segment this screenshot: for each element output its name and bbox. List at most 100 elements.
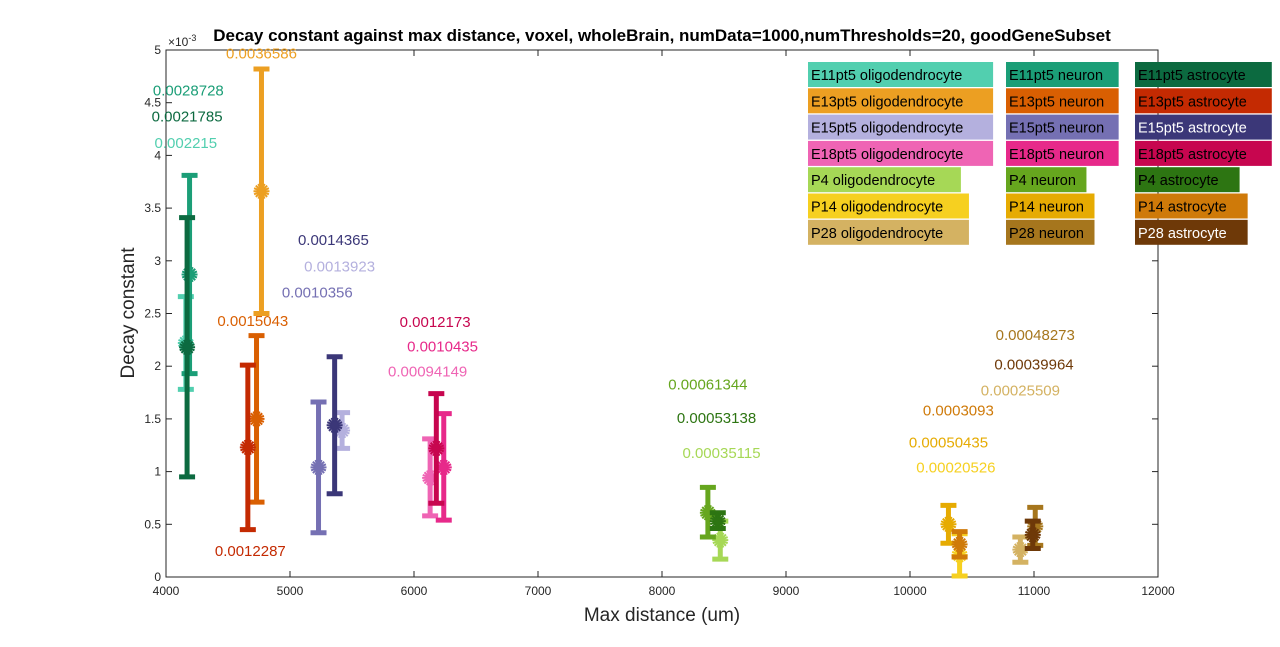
data-label: 0.00048273: [996, 327, 1075, 344]
marker-core: [252, 414, 261, 423]
marker-core: [1028, 530, 1037, 539]
legend-swatch: [1135, 193, 1248, 219]
legend-entry: E18pt5 astrocyte: [1138, 147, 1247, 163]
series-e15pt5-neuron: [310, 399, 327, 536]
legend-swatch: [1135, 140, 1272, 166]
legend-entry: P4 neuron: [1009, 173, 1076, 189]
marker-core: [439, 463, 448, 472]
series-e13pt5-neuron: [248, 333, 265, 505]
legend-entry: E11pt5 neuron: [1009, 68, 1103, 84]
y-tick-label: 0.5: [144, 517, 161, 531]
legend-entry: P4 astrocyte: [1138, 173, 1219, 189]
x-tick-label: 10000: [893, 584, 927, 598]
legend-entry: E18pt5 neuron: [1009, 147, 1104, 163]
legend-swatch: [808, 88, 994, 114]
series-e13pt5-astrocyte: [239, 362, 256, 533]
series-p14-neuron: [940, 502, 957, 546]
data-point: [1024, 526, 1041, 543]
legend-swatch: [1006, 62, 1119, 87]
data-label: 0.0003093: [923, 403, 994, 420]
legend-entry: E11pt5 astrocyte: [1138, 68, 1246, 84]
legend-entry: E13pt5 astrocyte: [1138, 94, 1247, 110]
legend-swatch: [1006, 140, 1119, 166]
marker-core: [432, 444, 441, 453]
series-e11pt5-astrocyte: [179, 215, 196, 480]
plot-area: 4000 5000 6000 7000 8000 9000 10000 11000 12000 0…: [144, 33, 1272, 598]
data-label: 0.0012287: [215, 543, 286, 560]
legend-entry: P14 oligodendrocyte: [811, 200, 943, 216]
legend-entry: P14 astrocyte: [1138, 200, 1227, 216]
y-tick-label: 5: [154, 43, 161, 57]
marker-core: [330, 421, 339, 430]
legend-entry: E11pt5 oligodendrocyte: [811, 68, 962, 84]
series-p4-astrocyte: [709, 510, 726, 532]
series-e13pt5-oligodendrocyte: [253, 66, 270, 316]
data-label: 0.0013923: [304, 258, 375, 275]
data-point: [428, 440, 445, 457]
legend-swatch: [1006, 193, 1095, 219]
data-label: 0.0012173: [400, 314, 471, 331]
series-e18pt5-astrocyte: [428, 391, 445, 506]
y-tick-label: 0: [154, 570, 161, 584]
legend-swatch: [1135, 167, 1240, 193]
x-tick-label: 11000: [1018, 584, 1051, 598]
data-point: [712, 532, 729, 549]
legend-swatch: [808, 193, 969, 219]
data-point: [179, 339, 196, 356]
data-label: 0.00039964: [994, 356, 1073, 373]
marker-core: [1016, 545, 1025, 554]
y-tick-label: 3: [154, 254, 161, 268]
y-tick-label: 2.5: [144, 307, 161, 321]
y-tick-label: 1: [154, 465, 161, 479]
series-p14-astrocyte: [951, 529, 968, 560]
data-label: 0.0021785: [152, 109, 223, 126]
data-point: [253, 183, 270, 200]
legend-swatch: [808, 62, 994, 87]
legend-swatch: [1006, 88, 1119, 114]
data-label: 0.0010435: [407, 338, 478, 355]
data-point: [239, 439, 256, 456]
data-label: 0.00061344: [668, 376, 747, 393]
legend-swatch: [808, 219, 969, 245]
data-label: 0.00094149: [388, 364, 467, 381]
legend-swatch: [1135, 62, 1272, 87]
data-label: 0.0010356: [282, 285, 353, 302]
x-tick-label: 4000: [153, 584, 180, 598]
chart-title: Decay constant against max distance, vox…: [213, 26, 1111, 45]
legend-swatch: [808, 114, 994, 140]
legend: E11pt5 oligodendrocyte E13pt5 oligodendro…: [808, 62, 1272, 245]
x-tick-label: 8000: [649, 584, 676, 598]
legend-swatch: [1006, 219, 1095, 245]
x-tick-label: 12000: [1141, 584, 1175, 598]
marker-core: [183, 343, 192, 352]
legend-swatch: [1006, 167, 1087, 193]
legend-swatch: [1135, 219, 1248, 245]
y-exponent-label: ×10-3: [168, 33, 196, 49]
legend-entry: E15pt5 neuron: [1009, 121, 1104, 137]
legend-entry: P28 neuron: [1009, 226, 1084, 242]
data-point: [248, 410, 265, 427]
data-label: 0.0014365: [298, 232, 369, 249]
legend-entry: E18pt5 oligodendrocyte: [811, 147, 963, 163]
marker-core: [426, 473, 435, 482]
legend-entry: P28 astrocyte: [1138, 226, 1227, 242]
marker-core: [314, 463, 323, 472]
data-label: 0.00053138: [677, 410, 756, 427]
legend-entry: P14 neuron: [1009, 200, 1084, 216]
marker-core: [716, 536, 725, 545]
data-point: [699, 504, 716, 521]
x-tick-label: 9000: [773, 584, 800, 598]
legend-entry: P28 oligodendrocyte: [811, 226, 943, 242]
legend-swatch: [808, 140, 994, 166]
marker-core: [944, 520, 953, 529]
marker-core: [243, 443, 252, 452]
data-point: [951, 536, 968, 553]
data-label: 0.00020526: [916, 460, 995, 477]
legend-swatch: [808, 167, 961, 193]
x-axis-label: Max distance (um): [584, 605, 740, 626]
data-point: [326, 417, 343, 434]
series-e15pt5-astrocyte: [326, 354, 343, 497]
y-tick-label: 4: [154, 148, 161, 162]
x-tick-label: 7000: [525, 584, 552, 598]
